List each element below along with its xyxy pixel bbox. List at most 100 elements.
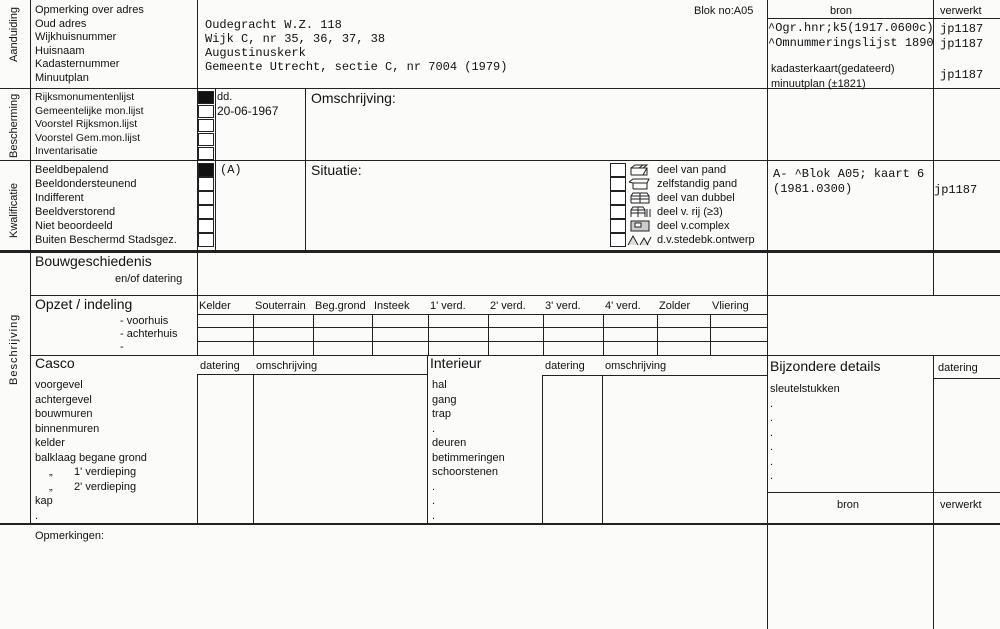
divider bbox=[197, 374, 427, 375]
checkbox-indifferent[interactable] bbox=[198, 191, 214, 205]
complex-icon bbox=[630, 220, 650, 232]
opzet-column-header: Kelder bbox=[199, 300, 231, 312]
interieur-item: trap bbox=[432, 408, 451, 420]
divider bbox=[602, 375, 603, 523]
detached-house-icon bbox=[628, 178, 650, 190]
label: Voorstel Rijksmon.lijst bbox=[35, 118, 138, 130]
bijzondere-item: . bbox=[770, 470, 774, 482]
checkbox-rijksmonumentenlijst[interactable] bbox=[198, 91, 214, 104]
checkbox-gemeentelijke[interactable] bbox=[198, 105, 214, 118]
situatie-label: Situatie: bbox=[311, 162, 362, 178]
divider bbox=[427, 355, 428, 523]
checkbox-stedebk-ontwerp[interactable] bbox=[610, 233, 626, 247]
label: Rijksmonumentenlijst bbox=[35, 91, 135, 103]
bijzondere-item: . bbox=[770, 412, 774, 424]
bron-entry: kadasterkaart(gedateerd) bbox=[771, 63, 895, 75]
divider bbox=[197, 0, 198, 250]
divider bbox=[542, 375, 543, 523]
label: Voorstel Gem.mon.lijst bbox=[35, 131, 141, 144]
divider bbox=[542, 375, 767, 376]
checkbox-zelfstandig-pand[interactable] bbox=[610, 177, 626, 191]
situatie-option: deel v.complex bbox=[657, 220, 730, 232]
semi-detached-icon bbox=[630, 192, 650, 204]
label: Oud adres bbox=[35, 17, 87, 30]
opzet-column-header: 2' verd. bbox=[490, 300, 526, 312]
casco-item: „ 1' verdieping bbox=[49, 466, 137, 478]
interieur-items: hal gang trap . deuren betimmeringen sch… bbox=[432, 378, 505, 523]
divider bbox=[372, 314, 373, 355]
divider bbox=[313, 314, 314, 355]
kwalificatie-labels: Beeldbepalend Beeldondersteunend Indiffe… bbox=[35, 164, 177, 248]
label: Beeldondersteunend bbox=[35, 178, 137, 190]
divider bbox=[767, 18, 1000, 19]
opzet-column-header: Beg.grond bbox=[315, 300, 366, 312]
verwerkt-entry: jp1187 bbox=[934, 183, 978, 197]
situatie-option: deel v. rij (≥3) bbox=[657, 206, 723, 218]
divider bbox=[657, 314, 658, 355]
opzet-column-header: 1' verd. bbox=[430, 300, 466, 312]
checkbox-niet-beoordeeld[interactable] bbox=[198, 219, 214, 233]
checkbox-voorstel-rijksmon[interactable] bbox=[198, 119, 214, 132]
checkbox-beeldondersteunend[interactable] bbox=[198, 177, 214, 191]
divider bbox=[197, 314, 767, 315]
checkbox-beeldbepalend[interactable] bbox=[198, 163, 214, 177]
divider bbox=[933, 378, 1000, 379]
checkbox-inventarisatie[interactable] bbox=[198, 147, 214, 160]
checkbox-voorstel-gem[interactable] bbox=[198, 133, 214, 146]
bescherming-labels: Rijksmonumentenlijst Gemeentelijke mon.l… bbox=[35, 91, 144, 159]
divider bbox=[30, 0, 31, 523]
label: Beeldverstorend bbox=[35, 206, 116, 218]
interieur-item: . bbox=[432, 509, 436, 522]
interieur-omschrijving-header: omschrijving bbox=[605, 360, 667, 372]
checkbox-deel-van-dubbel[interactable] bbox=[610, 191, 626, 205]
casco-item: kelder bbox=[35, 437, 65, 449]
label: Gemeentelijke mon.lijst bbox=[35, 104, 144, 117]
bouwgeschiedenis-sublabel: en/of datering bbox=[115, 273, 183, 285]
label: Opmerking over adres bbox=[35, 4, 144, 16]
situatie-option: deel van dubbel bbox=[657, 192, 735, 204]
label: Buiten Beschermd Stadsgez. bbox=[35, 234, 177, 246]
checkbox-deel-van-pand[interactable] bbox=[610, 163, 626, 177]
casco-item: kap bbox=[35, 495, 53, 507]
divider bbox=[428, 314, 429, 355]
label: Wijkhuisnummer bbox=[35, 31, 117, 43]
opzet-grid: Kelder Souterrain Beg.grond Insteek 1' verd.… bbox=[197, 300, 768, 355]
checkbox-deel-v-complex[interactable] bbox=[610, 219, 626, 233]
opzet-column-header: Souterrain bbox=[255, 300, 306, 312]
casco-omschrijving-header: omschrijving bbox=[256, 360, 318, 372]
interieur-item: betimmeringen bbox=[432, 451, 505, 464]
casco-item: achtergevel bbox=[35, 393, 92, 406]
verwerkt-header: verwerkt bbox=[940, 5, 982, 17]
oud-adres-value: Oudegracht W.Z. 118 bbox=[205, 18, 342, 32]
checkbox-buiten-beschermd[interactable] bbox=[198, 233, 214, 247]
verwerkt-entry: jp1187 bbox=[940, 37, 984, 51]
situatie-option: zelfstandig pand bbox=[657, 178, 738, 190]
divider bbox=[0, 523, 1000, 525]
divider bbox=[603, 314, 604, 355]
label: Huisnaam bbox=[35, 44, 85, 57]
bron-entry: A- ^Blok A05; kaart 6 bbox=[773, 167, 925, 181]
divider bbox=[543, 314, 544, 355]
opzet-column-header: Insteek bbox=[374, 300, 410, 312]
divider bbox=[30, 295, 1000, 296]
divider bbox=[197, 327, 767, 328]
section-label-beschrijving: Beschrijving bbox=[8, 313, 20, 385]
label: Beeldbepalend bbox=[35, 164, 109, 176]
label: Inventarisatie bbox=[35, 145, 98, 157]
aanduiding-labels: Opmerking over adres Oud adres Wijkhuisn… bbox=[35, 4, 144, 85]
label: Niet beoordeeld bbox=[35, 220, 113, 232]
bouwgeschiedenis-label: Bouwgeschiedenis bbox=[35, 253, 152, 269]
checkbox-deel-v-rij[interactable] bbox=[610, 205, 626, 219]
blok-number: Blok no:A05 bbox=[694, 5, 754, 17]
interieur-item: . bbox=[432, 422, 436, 435]
situatie-option: d.v.stedebk.ontwerp bbox=[657, 234, 755, 246]
row-house-icon bbox=[630, 206, 651, 217]
bron-entry: ^Ogr.hnr;k5(1917.0600c) bbox=[768, 21, 934, 35]
verwerkt-footer-header: verwerkt bbox=[940, 499, 982, 511]
divider bbox=[0, 88, 1000, 89]
label: Minuutplan bbox=[35, 71, 89, 84]
divider bbox=[253, 374, 254, 523]
checkbox-beeldverstorend[interactable] bbox=[198, 205, 214, 219]
casco-item: „ 2' verdieping bbox=[49, 480, 137, 493]
